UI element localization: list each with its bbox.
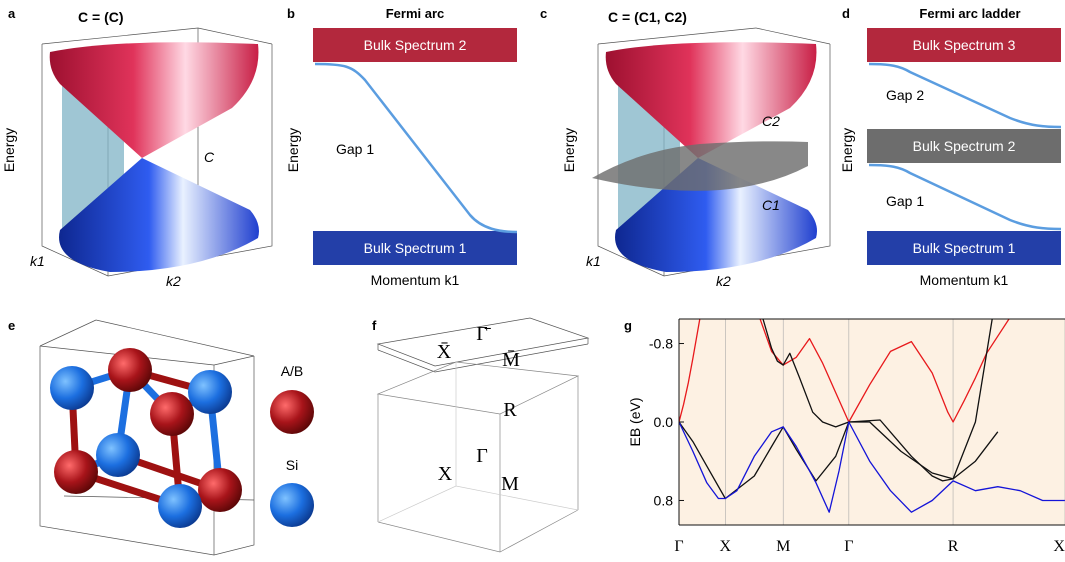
panel-g-ytick-label: -0.8 <box>649 336 673 352</box>
panel-f-bz-box <box>376 317 590 553</box>
panel-a-ylabel: Energy <box>1 128 17 172</box>
panel-d-ylabel: Energy <box>839 128 855 172</box>
panel-d-bulk-top <box>867 28 1061 62</box>
panel-b-title: Fermi arc <box>386 6 445 21</box>
panel-b-bulk-top <box>313 28 517 62</box>
panel-f: f X̄ Γ̄ M̄ R Γ X M <box>372 317 590 553</box>
panel-f-bulk-m: M <box>501 473 519 495</box>
panel-d: d Fermi arc ladder Energy Bulk Spectrum … <box>839 6 1062 288</box>
panel-e-legend-si: Si <box>286 457 298 473</box>
panel-g-plot-area <box>679 319 1065 525</box>
panel-g-band-black-1 <box>679 319 993 500</box>
panel-e-letter: e <box>8 318 15 333</box>
panel-g-y-ticks: -0.8 0.0 0.8 <box>649 336 684 508</box>
panel-e: e <box>8 318 314 556</box>
panel-d-letter: d <box>842 6 850 21</box>
panel-c-header: C = (C1, C2) <box>608 9 687 25</box>
panel-g-xtick-label: R <box>948 538 959 555</box>
panel-f-bulk-x: X <box>438 463 453 485</box>
panel-g-series <box>679 319 1065 513</box>
panel-a-chern: C <box>204 149 215 165</box>
panel-b-ylabel: Energy <box>285 128 301 172</box>
panel-g-xtick-label: Γ <box>674 538 683 555</box>
panel-c-lower-cone <box>615 158 817 272</box>
panel-g: g EB (eV) -0.8 0.0 0.8 Γ X M Γ R X <box>624 318 1065 555</box>
panel-b-fermi-arc <box>314 62 518 234</box>
panel-e-legend-si-sphere <box>270 483 314 527</box>
panel-b-letter: b <box>287 6 295 21</box>
panel-g-ytick-label: 0.8 <box>654 492 674 508</box>
panel-c-k1: k1 <box>586 253 601 269</box>
panel-g-xtick-label: Γ <box>844 538 853 555</box>
panel-d-bulk-bottom-label: Bulk Spectrum 1 <box>913 240 1016 256</box>
panel-f-surf-gamma: Γ̄ <box>476 323 492 345</box>
panel-g-ytick-label: 0.0 <box>654 414 674 430</box>
panel-a-lower-cone <box>59 158 259 272</box>
panel-c-letter: c <box>540 6 547 21</box>
panel-d-bulk-mid-label: Bulk Spectrum 2 <box>913 138 1016 154</box>
panel-a-k2: k2 <box>166 273 181 289</box>
panel-d-bulk-mid <box>867 129 1061 163</box>
panel-c-c1: C1 <box>762 197 780 213</box>
panel-b-gap: Gap 1 <box>336 141 374 157</box>
panel-f-bulk-gamma: Γ <box>476 445 488 467</box>
panel-d-gap-lower: Gap 1 <box>886 193 924 209</box>
panel-c: c C = (C1, C2) Energy C2 C1 k1 k2 <box>540 6 831 289</box>
panel-c-c2: C2 <box>762 113 780 129</box>
panel-c-ylabel: Energy <box>561 128 577 172</box>
panel-d-title: Fermi arc ladder <box>919 6 1020 21</box>
panel-g-xtick-label: M <box>776 538 790 555</box>
panel-a-header: C = (C) <box>78 9 124 25</box>
panel-f-surf-m: M̄ <box>502 349 520 371</box>
panel-e-legend-ab-sphere <box>270 390 314 434</box>
panel-e-atoms <box>50 348 242 528</box>
panel-g-xtick-label: X <box>720 538 732 555</box>
panel-f-letter: f <box>372 318 377 333</box>
panel-d-arc-lower <box>868 163 1062 231</box>
panel-g-band-blue-4 <box>679 421 1065 513</box>
panel-f-bulk-r: R <box>503 399 517 421</box>
panel-c-k2: k2 <box>716 273 731 289</box>
panel-f-surf-x: X̄ <box>437 341 452 363</box>
panel-d-arc-upper <box>868 62 1062 129</box>
panel-b-xlabel: Momentum k1 <box>371 272 460 288</box>
panel-c-middle-sheet <box>592 141 808 191</box>
panel-g-ylabel: EB (eV) <box>627 397 643 446</box>
panel-g-xtick-label: X <box>1053 538 1065 555</box>
panel-b-bulk-bottom-label: Bulk Spectrum 1 <box>364 240 467 256</box>
panel-a-upper-cone <box>49 42 259 159</box>
panel-g-band-black-2 <box>762 319 850 428</box>
panel-a-k1: k1 <box>30 253 45 269</box>
panel-d-bulk-top-label: Bulk Spectrum 3 <box>913 37 1016 53</box>
panel-b-bulk-bottom <box>313 231 517 265</box>
panel-a-letter: a <box>8 6 16 21</box>
panel-d-xlabel: Momentum k1 <box>920 272 1009 288</box>
panel-d-bulk-bottom <box>867 231 1061 265</box>
panel-c-upper-cone <box>605 42 817 159</box>
panel-b-bulk-top-label: Bulk Spectrum 2 <box>364 37 467 53</box>
panel-a: a C = (C) Energy C k1 k2 <box>1 6 273 289</box>
panel-g-band-red-0 <box>679 319 1010 423</box>
panel-b: b Fermi arc Energy Bulk Spectrum 2 Bulk … <box>285 6 518 288</box>
panel-e-legend-ab: A/B <box>281 363 304 379</box>
panel-g-band-black-3 <box>848 419 999 482</box>
panel-g-letter: g <box>624 318 632 333</box>
panel-d-gap-upper: Gap 2 <box>886 87 924 103</box>
